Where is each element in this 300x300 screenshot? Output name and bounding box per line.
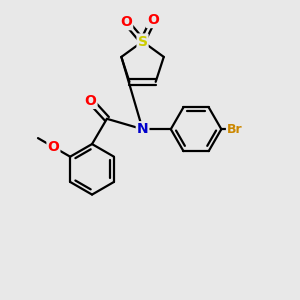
Text: S: S [138,34,148,49]
Text: O: O [147,13,159,27]
Text: O: O [47,140,59,154]
Text: O: O [120,15,132,29]
Text: Br: Br [227,123,242,136]
Text: O: O [85,94,97,108]
Text: N: N [137,122,148,136]
